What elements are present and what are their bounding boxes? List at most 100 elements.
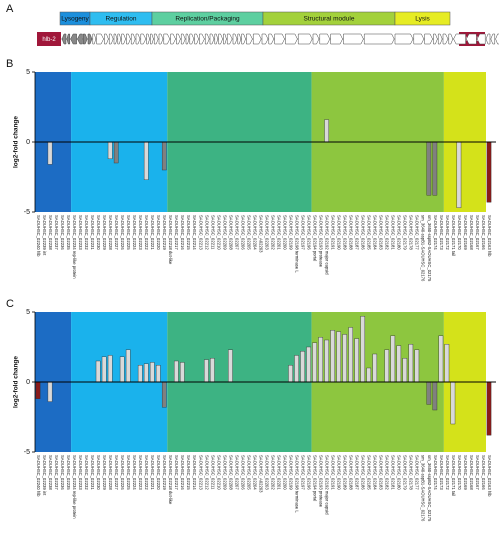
gene-arrow [453, 33, 466, 45]
x-tick-label: SAOUHSC_02188 [349, 455, 354, 490]
gene-arrow [442, 33, 449, 45]
bar [360, 316, 366, 383]
x-tick-label: SAOUHSC_02208 [228, 455, 233, 490]
x-tick-label: SAOUHSC_02239 int [42, 455, 47, 496]
gene-arrow [218, 33, 223, 45]
x-tick-label: SAOUHSC_02199 [288, 215, 293, 250]
bar [390, 335, 396, 383]
gene-arrow [413, 33, 425, 45]
gene-arrow [82, 33, 88, 45]
bar [149, 362, 155, 383]
x-tick-label: SAOUHSC_02200 [282, 455, 287, 490]
x-tick-label: SAOUHSC_02169 [463, 455, 468, 490]
x-tick-label: SAOUHSC_02235 [66, 215, 71, 250]
x-tick-label: SAOUHSC_02237 [54, 455, 59, 490]
x-tick-label: SAOUHSC_02179 [403, 215, 408, 250]
x-tick-label: SAOUHSC_02224 [132, 215, 137, 250]
gene-arrow [150, 33, 154, 45]
x-tick-label: SAOUHSC_02222 [144, 455, 149, 490]
gene-arrow [476, 33, 486, 45]
x-tick-label: SAOUHSC_02204 [252, 215, 257, 250]
x-tick-label: SAOUHSC_02236 [60, 215, 65, 250]
y-tick-label: 5 [26, 309, 30, 316]
x-tick-label: SAOUHSC_02236 [60, 455, 65, 490]
gene-box [37, 32, 61, 46]
x-tick-label: SAOUHSC_02233 [78, 215, 83, 250]
x-tick-label: SAOUHSC_02228 [108, 215, 113, 250]
x-tick-label: SAOUHSC_A02203 [258, 455, 263, 493]
x-tick-label: SAOUHSC_02199 [288, 455, 293, 490]
module-box [394, 11, 451, 26]
x-tick-label: SAOUHSC_02233 [78, 455, 83, 490]
gene-arrow [437, 33, 443, 45]
gene-arrow [433, 33, 438, 45]
x-tick-label: SAOUHSC_02181 [391, 455, 396, 490]
x-tick-label: SAOUHSC_02180 [397, 455, 402, 490]
gene-arrow [135, 33, 141, 45]
x-tick-label: sm_3650-sspB2-SAOUHSC_02175 [427, 455, 432, 522]
x-tick-label: SAOUHSC_02171 tail [451, 455, 456, 496]
x-tick-label: SAOUHSC_02225 [126, 455, 131, 490]
gene-arrow [96, 33, 104, 45]
gene-arrow [66, 33, 71, 45]
bar [426, 141, 432, 196]
x-tick-label: SAOUHSC_02200 [282, 215, 287, 250]
panel-label: A [6, 3, 14, 15]
x-tick-label: SAOUHSC_02226 [120, 455, 125, 490]
gene-arrow [113, 33, 118, 45]
x-tick-label: SAOUHSC_02171 tail [451, 215, 456, 256]
gene-arrow [153, 33, 159, 45]
gene-arrow [226, 33, 233, 45]
x-tick-label: SAOUHSC_02184 [373, 215, 378, 250]
bar [155, 365, 161, 383]
x-tick-label: SAOUHSC_02196 [306, 215, 311, 250]
x-tick-label: SAOUHSC_02217 [174, 455, 179, 490]
x-tick-label: SAOUHSC_02235 [66, 455, 71, 490]
bar [101, 356, 107, 383]
x-tick-label: SAOUHSC_02223 [138, 215, 143, 250]
gene-arrow [185, 33, 190, 45]
y-tick-label: 0 [26, 379, 30, 386]
x-tick-label: SAOUHSC_02181 [391, 215, 396, 250]
gene-arrow [108, 33, 114, 45]
x-tick-label: SAOUHSC_02234 rep-like protein [72, 455, 77, 519]
x-tick-label: SAOUHSC_02204 [252, 455, 257, 490]
x-tick-label: SAOUHSC_02218 dut-like [168, 455, 173, 505]
bar [300, 351, 305, 383]
bar [161, 141, 167, 171]
x-tick-label: SAOUHSC_02213 [198, 215, 203, 250]
module-label: Replication/Packaging [175, 16, 240, 23]
x-tick-label: SAOUHSC_02167 [475, 455, 480, 490]
gene-arrow [261, 33, 269, 45]
bar [210, 358, 215, 383]
x-tick-label: SAOUHSC_02177 [415, 455, 420, 490]
x-tick-label: SAOUHSC_02215 [186, 455, 191, 490]
x-tick-label: SAOUHSC_02194 portal [313, 215, 318, 261]
x-tick-label: SAOUHSC_02189 [343, 455, 348, 490]
x-tick-label: SAOUHSC_02180 [397, 215, 402, 250]
x-tick-label: SAOUHSC_02209 [222, 215, 227, 250]
x-tick-label: SAOUHSC_02227 [114, 215, 119, 250]
bar [348, 327, 353, 383]
x-tick-label: sm_3640-sspB1-SAOUHSC_02176 [421, 215, 426, 282]
x-tick-label: SAOUHSC_02214 [192, 215, 197, 250]
x-tick-label: SAOUHSC_02187 [355, 455, 360, 490]
bar [137, 365, 143, 383]
x-tick-label: SAOUHSC_02213 [198, 455, 203, 490]
gene-arrow [70, 33, 77, 45]
bar [336, 331, 341, 383]
x-tick-label: SAOUHSC_02202 [270, 215, 275, 250]
gene-arrow [363, 33, 395, 45]
gene-arrow [189, 33, 195, 45]
bar [438, 335, 444, 383]
bar [426, 381, 432, 405]
x-tick-label: SAOUHSC_02198 terminase L [294, 215, 299, 273]
gene-arrow [297, 33, 313, 45]
gene-arrow [485, 33, 491, 45]
x-tick-label: SAOUHSC_02209 [222, 455, 227, 490]
bar [161, 381, 167, 408]
gene-arrow [246, 33, 253, 45]
x-tick-label: SAOUHSC_02191 [331, 215, 336, 250]
x-tick-label: SAOUHSC_02174 [433, 215, 438, 250]
bar [372, 353, 378, 383]
